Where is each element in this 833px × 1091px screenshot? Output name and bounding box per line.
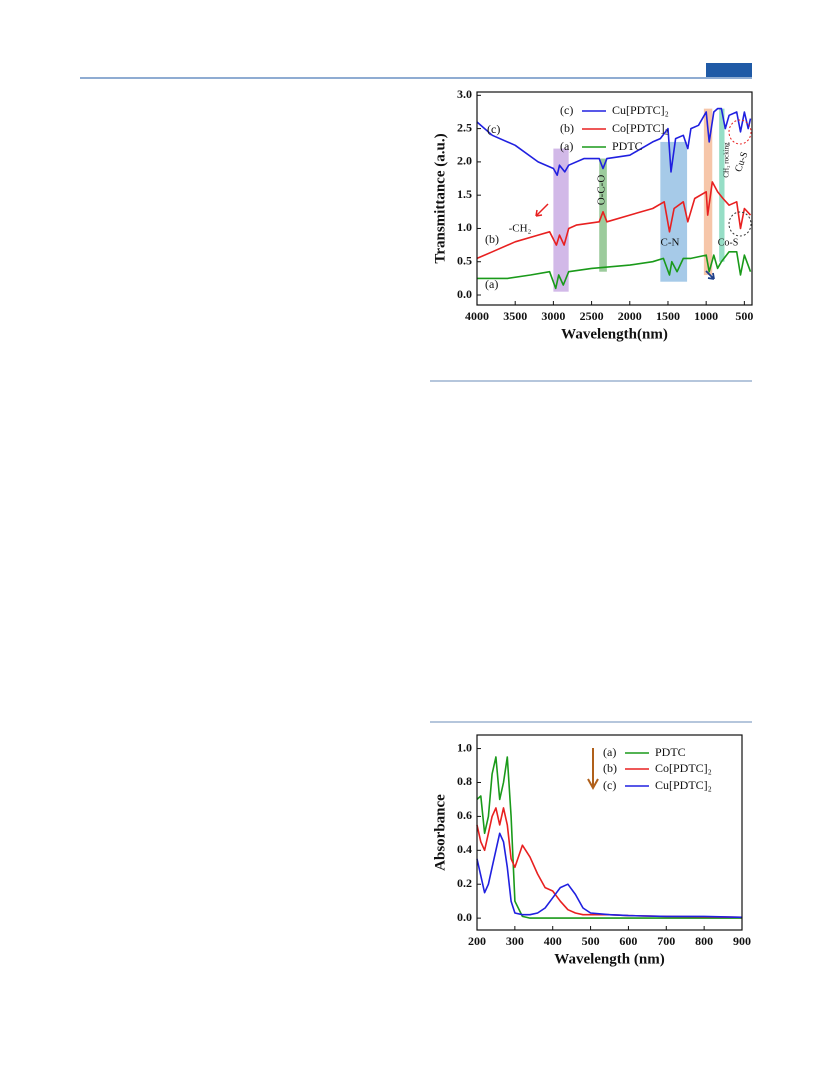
y-tick-label: 0.0: [457, 287, 472, 301]
band: [719, 108, 725, 262]
annotation: CH₂ rocking: [723, 142, 731, 178]
y-tick-label: 2.0: [457, 154, 472, 168]
legend-label: PDTC: [655, 745, 686, 759]
annotation: C-N: [661, 237, 680, 249]
header-tab: [706, 63, 752, 77]
y-tick-label: 3.0: [457, 87, 472, 101]
band: [553, 148, 569, 292]
x-tick-label: 2500: [580, 309, 604, 323]
annotation-arrow: [535, 203, 549, 217]
band: [599, 158, 607, 272]
legend-marker-label: (c): [560, 103, 573, 117]
legend-label: Cu[PDTC]₂: [612, 103, 669, 117]
uv-chart: 200 300 400 500 600 700 800 900 0.0 0.2 0.4 0.6 0.8 1…: [432, 734, 751, 967]
legend-label: Co[PDTC]₂: [655, 761, 712, 775]
legend-marker-label: (b): [560, 121, 574, 135]
series-line: [477, 251, 752, 290]
plot-frame: [476, 91, 753, 306]
series-line: [476, 107, 752, 176]
y-tick-label: 0.4: [457, 842, 472, 856]
plot-frame: [476, 734, 743, 931]
annotation-circle: [728, 119, 752, 145]
x-tick-label: 2000: [618, 309, 642, 323]
order-arrow: [587, 748, 599, 791]
annotation: Co-S: [718, 237, 739, 248]
x-tick-label: 3000: [541, 309, 565, 323]
curve-label: (b): [485, 232, 499, 246]
legend-label: PDTC: [612, 139, 643, 153]
series-line: [476, 832, 743, 919]
band: [703, 108, 713, 276]
x-tick-label: 600: [619, 934, 637, 948]
x-tick-label: 1500: [656, 309, 680, 323]
y-axis-label: Transmittance (a.u.): [432, 133, 448, 263]
series-line: [476, 807, 743, 919]
legend-label: Cu[PDTC]₂: [655, 778, 712, 792]
x-tick-label: 3500: [503, 309, 527, 323]
curve-label: (a): [485, 277, 498, 291]
x-tick-label: 700: [657, 934, 675, 948]
curve-label: (c): [487, 122, 500, 136]
annotation: -CH₂: [509, 223, 532, 235]
x-tick-label: 1000: [694, 309, 718, 323]
annotation: O-C-O: [596, 175, 608, 206]
legend-marker-label: (a): [560, 139, 573, 153]
legend-label: Co[PDTC]₂: [612, 121, 669, 135]
legend-marker-label: (a): [603, 745, 616, 759]
y-tick-label: 0.2: [457, 876, 472, 890]
y-tick-label: 0.8: [457, 774, 472, 788]
series-line: [476, 756, 742, 919]
x-tick-label: 4000: [465, 309, 489, 323]
y-tick-label: 2.5: [457, 120, 472, 134]
y-tick-label: 0.5: [457, 253, 472, 267]
series-line: [476, 181, 752, 260]
y-tick-label: 1.0: [457, 740, 472, 754]
x-tick-label: 300: [506, 934, 524, 948]
x-tick-label: 200: [468, 934, 486, 948]
annotation: Cu-S: [733, 150, 750, 173]
y-tick-label: 1.5: [457, 187, 472, 201]
ftir-chart: 4000 3500 3000 2500 2000 1500 1000 500 0.0 0.5 1.0…: [432, 87, 753, 342]
annotation-arrow: [705, 270, 715, 280]
legend-marker-label: (c): [603, 778, 616, 792]
legend-marker-label: (b): [603, 761, 617, 775]
x-axis-label: Wavelength(nm): [561, 326, 668, 342]
y-axis-label: Absorbance: [432, 794, 448, 871]
x-tick-label: 400: [544, 934, 562, 948]
y-tick-label: 0.6: [457, 808, 472, 822]
annotation-circle: [728, 211, 752, 237]
x-tick-label: 900: [733, 934, 751, 948]
y-tick-label: 1.0: [457, 220, 472, 234]
x-tick-label: 800: [695, 934, 713, 948]
x-axis-label: Wavelength (nm): [554, 951, 664, 967]
x-tick-label: 500: [735, 309, 753, 323]
y-tick-label: 0.0: [457, 910, 472, 924]
x-tick-label: 500: [582, 934, 600, 948]
